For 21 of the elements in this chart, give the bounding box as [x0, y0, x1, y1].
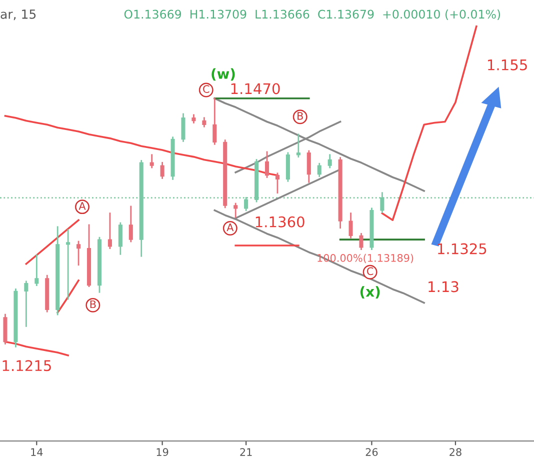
annotation: 1.13: [428, 281, 458, 292]
x-tick-label: 19: [156, 448, 168, 456]
x-tick-label: 28: [450, 448, 462, 456]
x-tick-label: 14: [31, 448, 43, 456]
x-tick-label: 26: [366, 448, 378, 456]
text: C: [203, 85, 210, 93]
text: 1.1470: [231, 83, 280, 94]
annotation: 1.1325: [438, 243, 486, 254]
text: 1.155: [488, 60, 527, 70]
annotation: B: [90, 300, 96, 308]
annotation: B: [298, 112, 303, 120]
text: 1.1215: [2, 360, 51, 372]
annotation: A: [78, 202, 86, 210]
annotation: (x): [360, 286, 380, 298]
annotation: 1.1360: [256, 216, 304, 228]
annotation: A: [226, 224, 234, 232]
text: O1.13669 H1.13709 L1.13666 C1.13679 +0.00010 (+0.01%): [124, 10, 500, 20]
x-tick-label: 21: [240, 448, 252, 456]
annotation: C: [367, 267, 374, 276]
text: (w): [212, 68, 235, 81]
text: ar, 15: [0, 10, 36, 20]
